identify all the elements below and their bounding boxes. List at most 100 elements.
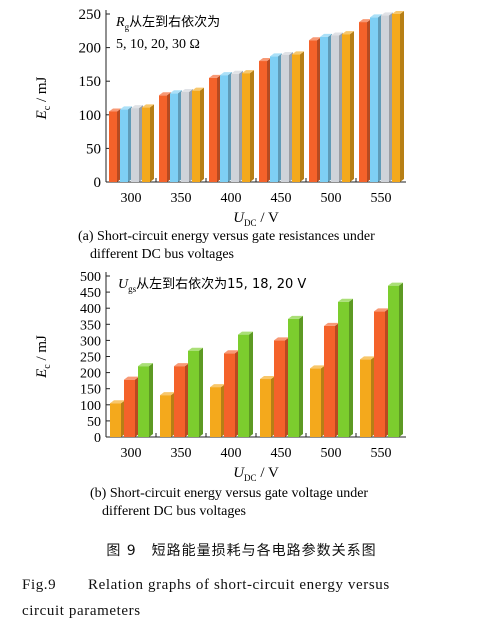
bar <box>210 387 221 437</box>
y-tick-label: 150 <box>80 383 101 398</box>
bar-top <box>209 74 221 78</box>
bar-top <box>342 31 354 35</box>
figure-caption-en-number: Fig.9 <box>22 577 57 593</box>
bar <box>242 73 250 182</box>
bar <box>381 15 389 183</box>
bar-side <box>150 104 154 182</box>
bar-top <box>131 105 143 109</box>
bar-side <box>250 70 254 182</box>
figure-caption-en-line1: Relation graphs of short-circuit energy … <box>88 577 390 593</box>
bar <box>259 61 267 182</box>
bar-top <box>260 376 275 380</box>
bar-top <box>110 400 125 404</box>
bar-top <box>292 51 304 55</box>
bar <box>209 77 217 182</box>
y-tick-label: 50 <box>86 141 101 157</box>
bar-top <box>224 350 239 354</box>
bar-top <box>309 37 321 41</box>
bar <box>309 40 317 182</box>
bar-top <box>392 11 404 14</box>
y-tick-label: 450 <box>80 286 101 301</box>
bar <box>392 14 400 182</box>
bar <box>310 368 321 437</box>
y-tick-label: 500 <box>80 270 101 285</box>
bar-top <box>160 392 175 396</box>
bar-top <box>242 70 254 74</box>
y-tick-label: 200 <box>79 41 102 57</box>
bar-top <box>370 14 382 18</box>
bar-side <box>249 331 253 437</box>
annotation-line2: 5, 10, 20, 30 Ω <box>116 37 200 52</box>
bar <box>320 36 328 183</box>
bar <box>120 109 128 182</box>
bar-side <box>350 31 354 182</box>
bar <box>270 56 278 182</box>
y-tick-label: 50 <box>87 415 101 430</box>
x-tick-label: 400 <box>221 191 242 206</box>
bar-top <box>331 32 343 36</box>
x-tick-label: 550 <box>371 446 392 461</box>
y-tick-label: 100 <box>80 399 101 414</box>
panel-caption-line2: different DC bus voltages <box>90 247 234 262</box>
bar-top <box>320 33 332 37</box>
bar-top <box>159 92 171 96</box>
figure-caption-en-line2: circuit parameters <box>22 603 141 619</box>
bar <box>188 350 199 437</box>
y-tick-label: 0 <box>94 175 102 191</box>
y-tick-label: 200 <box>80 367 101 382</box>
x-tick-label: 500 <box>321 191 342 206</box>
x-axis-label: UDC / V <box>233 465 279 483</box>
bar-top <box>259 58 271 62</box>
panel-caption-line1: (b) Short-circuit energy versus gate vol… <box>90 486 368 501</box>
x-tick-label: 450 <box>271 446 292 461</box>
bar-top <box>231 70 243 74</box>
bar-side <box>149 363 153 437</box>
bar-top <box>120 106 132 110</box>
bar-top <box>288 315 303 319</box>
x-tick-label: 300 <box>121 191 142 206</box>
bar <box>374 311 385 437</box>
annotation-line1: Ugs从左到右依次为15, 18, 20 V <box>118 276 306 294</box>
figure-caption-en: Fig.9 Relation graphs of short-circuit en… <box>22 572 472 624</box>
bar-top <box>381 12 393 16</box>
bar <box>324 325 335 437</box>
bar-side <box>299 315 303 437</box>
bar-top <box>359 19 371 23</box>
bar-side <box>349 298 353 437</box>
y-tick-label: 150 <box>79 74 102 90</box>
bar <box>160 395 171 437</box>
chart-gate-resistance: 0 50 100 150 200 250 300 350 400 450 500 550 Ec / mJ… <box>34 7 406 262</box>
y-tick-label: 250 <box>79 7 102 23</box>
bar-top <box>109 108 121 112</box>
bar-top <box>138 363 153 367</box>
bar <box>360 359 371 437</box>
bar-top <box>274 337 289 341</box>
bar-top <box>170 90 182 94</box>
bar <box>342 34 350 182</box>
bar-side <box>199 347 203 437</box>
bar-top <box>270 53 282 57</box>
bar <box>170 93 178 182</box>
y-tick-label: 100 <box>79 108 102 124</box>
bar-top <box>220 72 232 76</box>
bar <box>110 403 121 437</box>
bar <box>274 340 285 437</box>
bar-top <box>388 282 403 286</box>
x-tick-label: 450 <box>271 191 292 206</box>
bar-top <box>324 322 339 326</box>
bar-top <box>374 308 389 312</box>
bar <box>159 95 167 182</box>
annotation-line1: Rg从左到右依次为 <box>115 14 220 32</box>
panel-caption-line2: different DC bus voltages <box>102 504 246 519</box>
bar-top <box>188 347 203 351</box>
bar-top <box>360 356 375 360</box>
bar <box>192 90 200 182</box>
bar-top <box>181 88 193 92</box>
bar <box>142 107 150 182</box>
y-axis-label: Ec / mJ <box>34 335 53 379</box>
bar <box>224 353 235 437</box>
bar <box>288 318 299 437</box>
bar <box>109 111 117 182</box>
bar <box>338 301 349 437</box>
